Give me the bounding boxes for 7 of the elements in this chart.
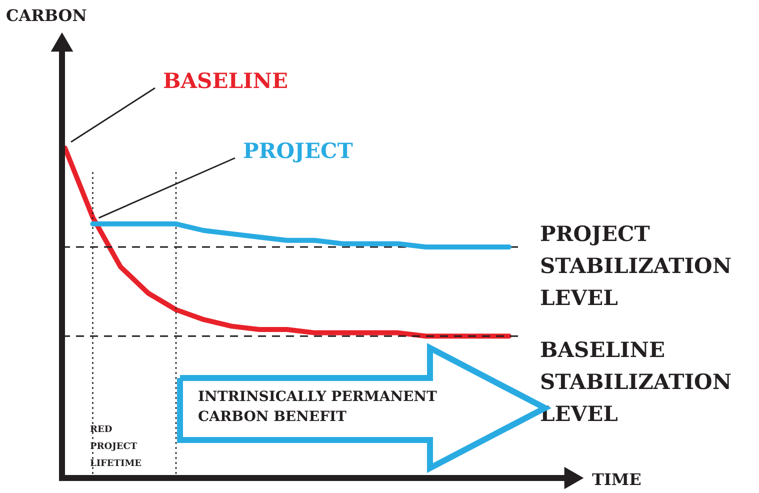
- ref-line-label: PROJECT STABILIZATION LEVEL: [540, 221, 732, 310]
- x-axis-title: TIME: [592, 470, 642, 489]
- text: PROJECT: [243, 138, 354, 163]
- annotation: RED PROJECT LIFETIME: [90, 425, 142, 469]
- text: BASELINE: [163, 68, 288, 93]
- annotation: INTRINSICALLY PERMANENT CARBON BENEFIT: [198, 389, 438, 425]
- text: CARBON: [6, 6, 87, 25]
